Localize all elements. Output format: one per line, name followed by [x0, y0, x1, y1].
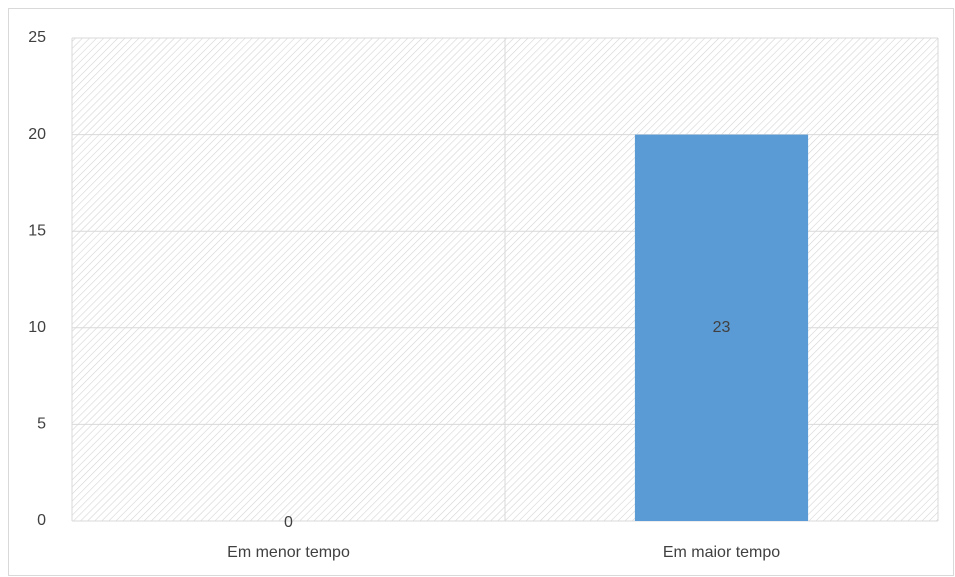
bar — [634, 134, 809, 521]
x-tick-label: Em menor tempo — [227, 544, 350, 561]
y-tick-label: 25 — [28, 29, 46, 46]
y-tick-label: 5 — [37, 416, 46, 433]
data-label: 0 — [284, 514, 293, 531]
y-tick-label: 15 — [28, 222, 46, 239]
y-tick-label: 0 — [37, 512, 46, 529]
y-tick-label: 10 — [28, 319, 46, 336]
y-tick-label: 20 — [28, 126, 46, 143]
data-label: 23 — [713, 319, 731, 336]
x-tick-label: Em maior tempo — [663, 544, 780, 561]
